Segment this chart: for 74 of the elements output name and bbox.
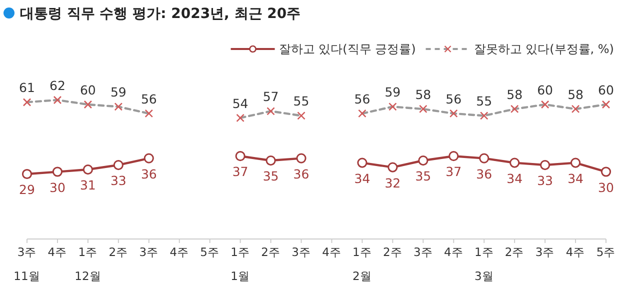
data-label: 56 (140, 91, 157, 106)
data-label: 35 (415, 168, 432, 184)
x-tick-label: 4주 (322, 245, 342, 259)
point (52, 166, 63, 177)
data-label: 55 (476, 94, 492, 109)
x-tick-label: 1주 2월 (352, 245, 372, 283)
data-label: 33 (537, 173, 554, 188)
data-label: 32 (384, 175, 401, 190)
x-tick-label: 5주 (596, 245, 616, 259)
point (82, 164, 93, 175)
chart-title: 대통령 직무 수행 평가: 2023년, 최근 20주 (20, 6, 301, 22)
data-label: 60 (537, 82, 554, 98)
data-label: 36 (476, 166, 492, 182)
data-label: 35 (262, 168, 279, 184)
data-label: 37 (446, 164, 462, 180)
data-label: 55 (293, 94, 310, 109)
data-label: 56 (446, 91, 462, 106)
point (113, 160, 124, 170)
point (22, 168, 32, 180)
x-tick-label: 3주 (413, 245, 433, 259)
data-label: 36 (140, 166, 157, 182)
x-tick-label: 3주 (139, 245, 159, 259)
x-tick-label: 2주 (261, 245, 280, 259)
x-tick-label: 3주 11월 (14, 245, 40, 283)
data-label: 60 (598, 82, 614, 98)
data-label: 33 (110, 173, 126, 188)
point (570, 158, 581, 168)
data-label: 60 (80, 82, 96, 98)
point (296, 153, 306, 164)
data-label: 62 (50, 78, 66, 93)
data-label: 58 (415, 86, 432, 102)
point (388, 162, 398, 172)
data-label: 56 (354, 91, 370, 106)
data-label: 31 (80, 178, 96, 193)
x-tick-label: 3주 (292, 245, 311, 259)
data-label: 34 (568, 170, 584, 186)
data-label: 57 (262, 89, 279, 104)
point (266, 155, 276, 166)
x-tick-label: 4주 (48, 245, 68, 259)
point (448, 151, 459, 162)
x-tick-label: 3주 (535, 245, 555, 259)
data-label: 61 (19, 80, 35, 96)
data-label: 58 (568, 86, 584, 102)
point (600, 166, 612, 177)
data-label: 37 (232, 164, 248, 180)
x-tick-label: 1주 3월 (474, 245, 494, 283)
x-tick-label: 1주 12월 (74, 245, 102, 283)
data-label: 54 (232, 96, 248, 111)
data-label: 36 (293, 166, 310, 182)
x-tick-label: 5주 (200, 245, 220, 259)
point (357, 158, 368, 168)
data-label: 30 (50, 180, 66, 195)
data-label: 34 (354, 170, 370, 186)
x-tick-label: 4주 (566, 245, 586, 259)
legend-label: 잘하고 있다(직무 긍정률) (278, 42, 416, 56)
point (540, 160, 550, 170)
x-tick-label: 4주 (170, 245, 190, 259)
x-tick-label: 4주 (444, 245, 464, 259)
data-label: 59 (384, 84, 401, 100)
x-tick-label: 2주 (504, 245, 524, 259)
x-tick-label: 2주 (108, 245, 128, 259)
data-label: 30 (598, 180, 614, 195)
data-label: 34 (506, 170, 523, 186)
x-tick-label: 1주 1월 (230, 245, 250, 283)
point (418, 155, 428, 166)
legend-label: 잘못하고 있다(부정률, %) (474, 42, 614, 56)
point (479, 153, 490, 164)
point (510, 158, 520, 168)
point (235, 151, 246, 162)
data-label: 29 (19, 182, 35, 197)
data-label: 58 (506, 86, 523, 102)
point (144, 153, 154, 164)
x-tick-label: 2주 (383, 245, 402, 259)
data-label: 59 (110, 84, 126, 100)
